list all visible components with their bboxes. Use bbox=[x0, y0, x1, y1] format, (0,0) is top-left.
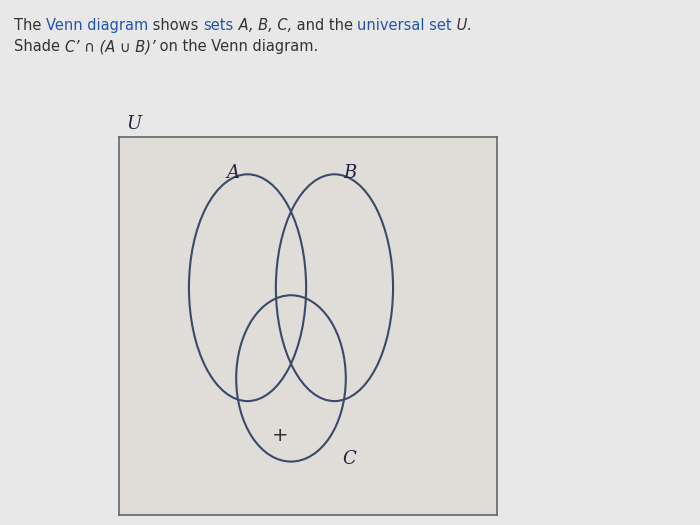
Text: The: The bbox=[14, 18, 46, 34]
Text: universal set: universal set bbox=[358, 18, 452, 34]
Text: +: + bbox=[272, 426, 288, 445]
Text: U.: U. bbox=[452, 18, 472, 34]
Text: on the Venn diagram.: on the Venn diagram. bbox=[155, 39, 318, 55]
Text: C’ ∩ (A ∪ B)’: C’ ∩ (A ∪ B)’ bbox=[64, 39, 155, 55]
Text: and the: and the bbox=[292, 18, 358, 34]
Text: Shade: Shade bbox=[14, 39, 64, 55]
Text: A, B, C,: A, B, C, bbox=[234, 18, 292, 34]
Text: shows: shows bbox=[148, 18, 203, 34]
Text: Venn diagram: Venn diagram bbox=[46, 18, 148, 34]
Text: A: A bbox=[226, 164, 239, 182]
Text: sets: sets bbox=[203, 18, 234, 34]
Text: C: C bbox=[342, 450, 356, 468]
Text: U: U bbox=[127, 115, 141, 133]
Text: B: B bbox=[343, 164, 356, 182]
